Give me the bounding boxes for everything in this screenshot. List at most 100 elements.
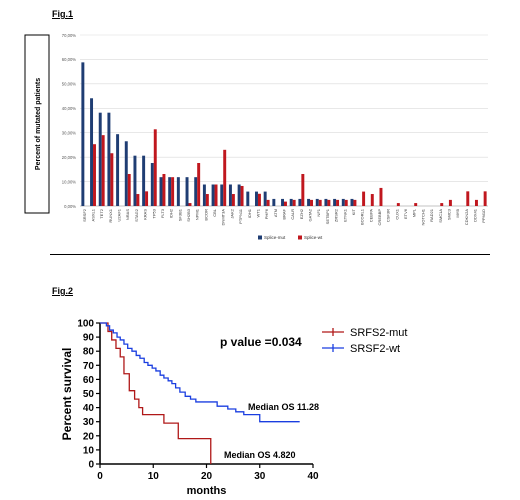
survival-curve-srsf2-wt xyxy=(100,322,300,423)
x-tick-label: PPM1D xyxy=(481,209,486,223)
bar-splice-mut-cbl xyxy=(211,184,215,206)
y-tick-label: 0 xyxy=(88,460,94,471)
x-tick-label: GATA2 xyxy=(308,208,313,221)
bar-splice-wt-zrsr2 xyxy=(336,199,340,206)
bar-splice-wt-ezh2 xyxy=(301,173,305,206)
x-tick-label: 40 xyxy=(307,471,319,482)
y-tick-label: 20 xyxy=(83,431,95,442)
y-tick-label: 50,00% xyxy=(62,82,76,87)
bar-splice-wt-runx1 xyxy=(110,153,114,206)
fig2-label: Fig.2 xyxy=(52,286,74,296)
bar-splice-mut-atm xyxy=(272,198,276,206)
bar-splice-wt-jak2 xyxy=(231,194,235,206)
x-tick-label: CREBBP xyxy=(377,209,382,226)
y-tick-label: 10 xyxy=(83,445,95,456)
bar-splice-mut-idh1 xyxy=(246,191,250,206)
bar-splice-wt-nf1 xyxy=(318,199,322,206)
x-tick-label: 20 xyxy=(201,471,213,482)
bar-splice-mut-calr xyxy=(289,198,293,206)
bar-splice-wt-nras xyxy=(127,173,131,206)
x-tick-label: IDH1 xyxy=(247,208,252,218)
x-tick-label: MPL xyxy=(412,208,417,217)
x-axis-label: months xyxy=(187,485,227,497)
x-tick-label: RUNX1 xyxy=(108,208,113,222)
median-os-wt-annotation: Median OS 11.28 xyxy=(248,402,319,412)
x-tick-label: KRAS xyxy=(143,209,148,220)
y-tick-label: 60 xyxy=(83,375,95,386)
x-tick-label: ATM xyxy=(273,209,278,217)
bar-splice-wt-smc3 xyxy=(448,199,452,206)
y-tick-label: 70,00% xyxy=(62,33,76,38)
x-tick-label: ASXL1 xyxy=(91,208,96,221)
bar-splice-wt-bcor xyxy=(205,194,209,206)
bar-splice-wt-cux1 xyxy=(396,203,400,206)
bar-splice-wt-asxl1 xyxy=(93,144,96,206)
x-tick-label: CEBPA xyxy=(368,209,373,223)
y-tick-label: 80 xyxy=(83,347,95,358)
x-tick-label: ETV6 xyxy=(403,208,408,219)
y-tick-label: 50 xyxy=(83,389,95,400)
x-tick-label: NPM1 xyxy=(195,208,200,220)
x-tick-label: DDX41 xyxy=(472,208,477,222)
bar-splice-mut-npm1 xyxy=(194,177,198,206)
bar-splice-mut-tet2 xyxy=(98,112,102,206)
legend-swatch-splice-wt xyxy=(298,235,302,240)
bar-splice-wt-etnk1 xyxy=(344,199,348,206)
x-tick-label: 0 xyxy=(97,471,103,482)
bar-splice-mut-runx1 xyxy=(107,112,111,206)
x-tick-label: CALR xyxy=(290,209,295,220)
x-tick-label: SETBP1 xyxy=(325,208,330,224)
bar-splice-wt-idh2 xyxy=(171,177,175,206)
ylabel-box xyxy=(24,34,50,214)
bar-splice-mut-sf3b1 xyxy=(176,177,180,206)
y-tick-label: 40 xyxy=(83,403,95,414)
x-tick-label: JAK2 xyxy=(229,208,234,218)
bar-splice-mut-gata2 xyxy=(307,198,311,206)
x-tick-label: IDH2 xyxy=(169,208,174,218)
bar-splice-wt-ddx41 xyxy=(474,199,478,206)
median-os-mut-annotation: Median OS 4.820 xyxy=(224,450,296,460)
x-tick-label: PTPN11 xyxy=(238,208,243,224)
legend-label-srfs2-mut: SRFS2-mut xyxy=(350,327,407,339)
x-tick-label: ETNK1 xyxy=(342,208,347,222)
bar-splice-mut-etnk1 xyxy=(341,198,345,206)
bar-splice-wt-wt1 xyxy=(257,193,261,206)
bar-splice-wt-cebpa xyxy=(370,194,374,206)
x-tick-label: TET2 xyxy=(99,208,104,219)
bar-splice-mut-ptpn11 xyxy=(237,184,241,206)
fig1-label: Fig.1 xyxy=(52,9,74,19)
y-tick-label: 90 xyxy=(83,333,95,344)
bar-splice-mut-stag2 xyxy=(133,155,137,206)
x-tick-label: DNMT3A xyxy=(221,209,226,226)
x-tick-label: NF1 xyxy=(316,208,321,216)
y-tick-label: 0,00% xyxy=(64,204,76,209)
y-tick-label: 30,00% xyxy=(62,131,76,136)
bar-splice-wt-kras xyxy=(145,191,149,206)
bar-splice-mut-flt3 xyxy=(159,177,163,206)
legend-swatch-splice-mut xyxy=(258,235,262,240)
x-tick-label: CUX1 xyxy=(394,208,399,219)
bar-splice-wt-kit xyxy=(353,199,357,206)
bar-splice-mut-kras xyxy=(142,155,146,206)
bar-splice-wt-smc1a xyxy=(440,203,444,206)
section-divider xyxy=(50,254,490,255)
x-tick-label: 30 xyxy=(254,471,266,482)
bar-splice-mut-phf6 xyxy=(263,191,267,206)
bar-splice-wt-crebbp xyxy=(379,187,383,206)
bar-splice-mut-setbp1 xyxy=(324,198,328,206)
x-tick-label: RAD21 xyxy=(429,208,434,222)
bar-splice-mut-dnmt3a xyxy=(220,184,224,206)
bar-splice-wt-cdkn2a xyxy=(466,191,470,206)
bar-splice-wt-setbp1 xyxy=(327,199,331,206)
bar-splice-wt-npm1 xyxy=(197,163,201,206)
x-tick-label: SF3B1 xyxy=(177,208,182,221)
bar-splice-mut-tp53 xyxy=(150,163,154,206)
bar-splice-mut-u2af1 xyxy=(116,134,120,206)
bar-splice-wt-tet2 xyxy=(101,135,105,206)
y-tick-label: 20,00% xyxy=(62,155,76,160)
x-tick-label: PHF6 xyxy=(264,208,269,219)
p-value-annotation: p value =0.034 xyxy=(220,335,302,349)
bar-splice-mut-idh2 xyxy=(168,177,172,206)
bar-splice-mut-zrsr2 xyxy=(333,198,337,206)
legend-label-splice-wt: Splice-wt xyxy=(304,235,323,240)
